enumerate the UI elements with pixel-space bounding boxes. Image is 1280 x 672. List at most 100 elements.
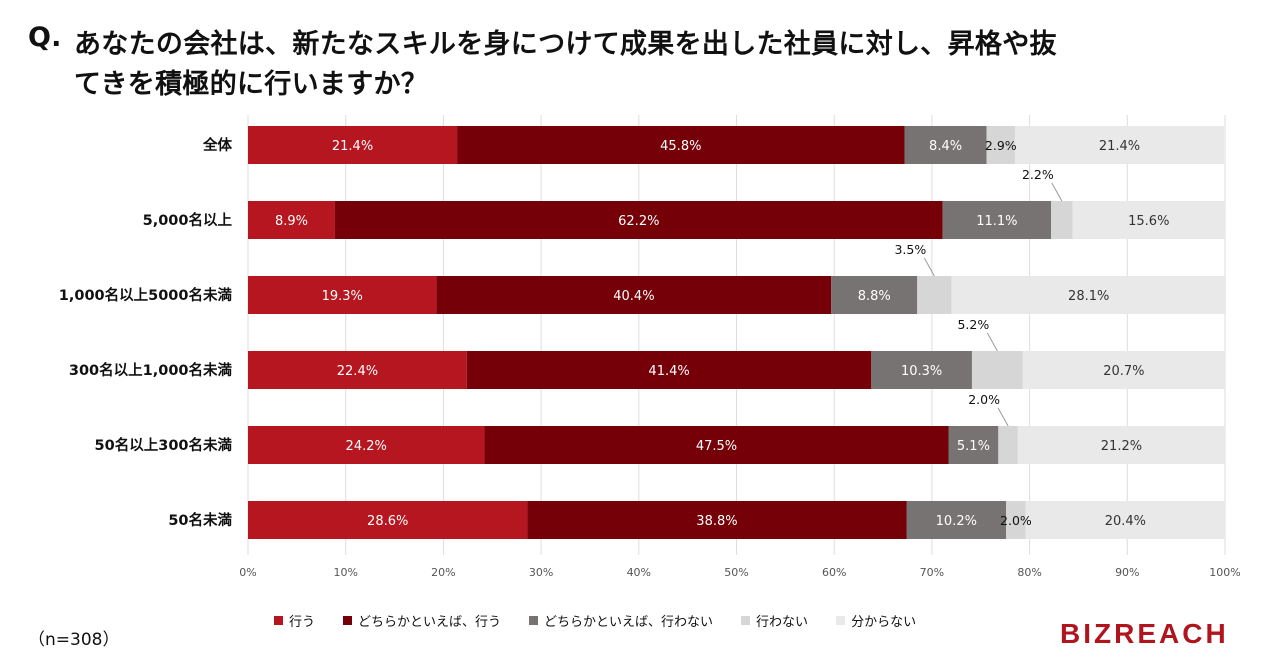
data-label: 20.4% <box>1105 514 1146 529</box>
data-label: 2.9% <box>985 138 1017 153</box>
x-tick-label: 50% <box>724 566 748 579</box>
data-label: 10.3% <box>901 364 942 379</box>
legend-item: どちらかといえば、行う <box>343 611 501 630</box>
data-label: 22.4% <box>337 364 378 379</box>
category-label: 50名以上300名未満 <box>95 436 233 454</box>
data-label: 21.2% <box>1101 439 1142 454</box>
category-label: 300名以上1,000名未満 <box>69 361 233 379</box>
stacked-bar-chart: 21.4% 45.8% 8.4% 2.9% 21.4% 8.9% 62.2% 11.1% 2.2… <box>59 115 1241 579</box>
data-label: 41.4% <box>648 364 689 379</box>
brand-logo: BIZREACH <box>1060 618 1229 649</box>
bar-segment <box>1022 351 1225 389</box>
data-label: 3.5% <box>894 242 926 257</box>
chart-title-line-2: てきを積極的に行いますか？ <box>74 69 429 100</box>
x-tick-label: 90% <box>1115 566 1139 579</box>
data-label: 2.0% <box>1000 513 1032 528</box>
question-prefix: Q. <box>28 22 62 53</box>
data-label: 45.8% <box>660 139 701 154</box>
data-label: 38.8% <box>696 514 737 529</box>
legend-item: 行う <box>274 611 315 630</box>
bar-segment <box>457 126 905 164</box>
bar-segment <box>917 276 952 314</box>
bar-segment <box>904 126 987 164</box>
legend-label: 行う <box>289 615 316 630</box>
data-label: 2.2% <box>1022 167 1054 182</box>
bar-segment <box>871 351 972 389</box>
leader-line <box>997 407 1009 427</box>
bar-segment <box>951 276 1226 314</box>
bar-segment <box>1014 126 1225 164</box>
data-label: 10.2% <box>936 514 977 529</box>
category-label: 1,000名以上5000名未満 <box>59 286 233 304</box>
x-tick-label: 10% <box>333 566 357 579</box>
bar-segment <box>986 126 1015 164</box>
legend-swatch <box>343 616 353 625</box>
bar-segment <box>948 426 999 464</box>
data-label: 21.4% <box>332 139 373 154</box>
bar-segment <box>248 426 485 464</box>
x-tick-label: 0% <box>239 566 256 579</box>
bar-layer <box>248 126 1226 539</box>
label-layer: 21.4% 45.8% 8.4% 2.9% 21.4% 8.9% 62.2% 11.1% 2.2… <box>275 138 1169 529</box>
grid-layer <box>247 115 1226 555</box>
bar-segment <box>248 501 528 539</box>
x-tick-label: 40% <box>627 566 651 579</box>
bar-segment <box>998 426 1018 464</box>
data-label: 5.1% <box>957 439 990 454</box>
data-label: 40.4% <box>613 289 654 304</box>
data-label: 15.6% <box>1128 214 1169 229</box>
bar-segment <box>248 126 458 164</box>
x-tick-label: 20% <box>431 566 455 579</box>
bar-segment <box>484 426 949 464</box>
data-label: 11.1% <box>976 214 1017 229</box>
bar-segment <box>248 351 467 389</box>
bar-segment <box>971 351 1023 389</box>
category-label: 50名未満 <box>168 511 232 529</box>
data-label: 24.2% <box>346 439 387 454</box>
bar-segment <box>527 501 907 539</box>
data-label: 8.4% <box>929 139 962 154</box>
data-label: 8.9% <box>275 214 308 229</box>
data-label: 28.6% <box>367 514 408 529</box>
category-label: 全体 <box>202 136 232 154</box>
bar-segment <box>1025 501 1225 539</box>
legend-swatch <box>836 616 846 625</box>
category-label: 5,000名以上 <box>143 211 233 229</box>
axis-layer: 0% 10% 20% 30% 40% 50% 60% 70% 80% 90% 100% 全体 5,000… <box>59 136 1241 579</box>
sample-size: （n=308） <box>28 630 120 650</box>
legend-label: どちらかといえば、行わない <box>544 615 714 630</box>
chart-title-line-1: あなたの会社は、新たなスキルを身につけて成果を出した社員に対し、昇格や抜 <box>74 29 1057 60</box>
bar-segment <box>248 201 335 239</box>
data-label: 19.3% <box>322 289 363 304</box>
legend-label: 分からない <box>851 615 917 630</box>
chart-legend: 行う どちらかといえば、行う どちらかといえば、行わない 行わない 分からない <box>274 611 916 630</box>
legend-label: どちらかといえば、行う <box>358 615 502 630</box>
bar-segment <box>1051 201 1073 239</box>
data-label: 21.4% <box>1099 139 1140 154</box>
bar-segment <box>334 201 943 239</box>
data-label: 5.2% <box>957 317 989 332</box>
legend-item: 分からない <box>836 611 916 630</box>
x-tick-label: 100% <box>1209 566 1240 579</box>
bar-segment <box>942 201 1052 239</box>
legend-swatch <box>529 616 539 625</box>
data-label: 62.2% <box>618 214 659 229</box>
x-tick-label: 70% <box>920 566 944 579</box>
data-label: 28.1% <box>1068 289 1109 304</box>
legend-item: 行わない <box>741 611 808 630</box>
legend-item: どちらかといえば、行わない <box>529 611 713 630</box>
leader-line <box>923 257 935 277</box>
bar-segment <box>831 276 918 314</box>
data-label: 20.7% <box>1103 364 1144 379</box>
bar-segment <box>248 276 437 314</box>
bar-segment <box>466 351 872 389</box>
bar-segment <box>436 276 832 314</box>
x-tick-label: 30% <box>529 566 553 579</box>
bar-segment <box>906 501 1007 539</box>
data-label: 2.0% <box>968 392 1000 407</box>
bar-segment <box>1006 501 1026 539</box>
leader-line <box>986 332 998 352</box>
data-label: 8.8% <box>858 289 891 304</box>
legend-swatch <box>274 616 283 625</box>
data-label: 47.5% <box>696 439 737 454</box>
